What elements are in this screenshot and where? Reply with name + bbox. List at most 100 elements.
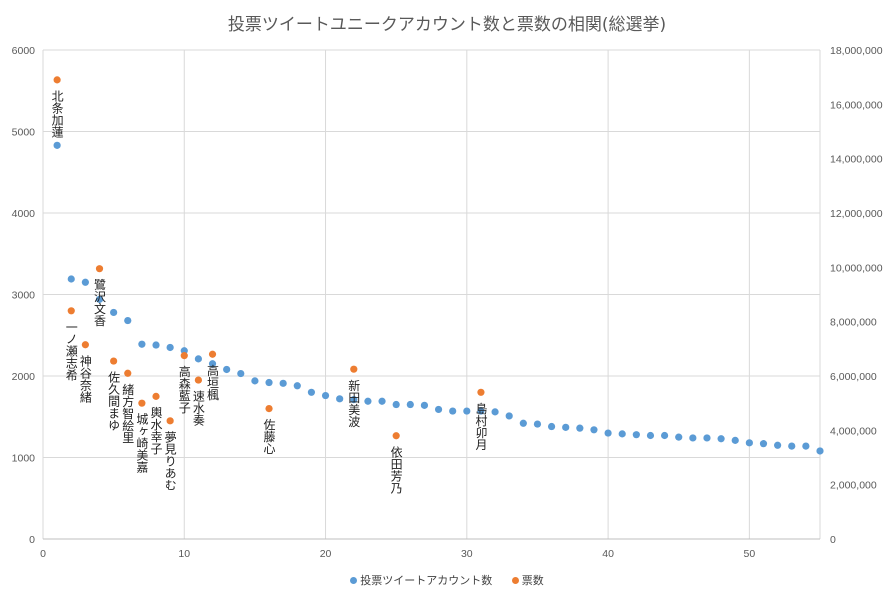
data-label: 依田芳乃 — [389, 444, 403, 494]
account-count-point — [434, 405, 443, 414]
account-count-point — [53, 141, 61, 149]
account-count-point — [449, 407, 457, 415]
account-count-point — [293, 382, 301, 390]
account-count-point — [350, 396, 358, 404]
account-count-point — [788, 442, 796, 450]
legend-item-accounts: 投票ツイートアカウント数 — [350, 572, 492, 588]
tick-labels: 0 1000 2000 3000 4000 5000 6000 0 2,000,000 4,000… — [12, 45, 883, 560]
account-count-point — [689, 434, 697, 442]
x-tick-label: 20 — [320, 548, 332, 560]
y-right-tick-label: 12,000,000 — [830, 208, 883, 220]
data-points — [53, 76, 824, 455]
data-label: 佐藤心 — [262, 418, 276, 454]
account-count-point — [251, 377, 259, 385]
y-right-tick-label: 16,000,000 — [830, 99, 883, 111]
vote-count-point — [208, 350, 217, 358]
vote-count-point — [124, 369, 132, 377]
data-label: 佐久間まゆ — [107, 371, 121, 431]
account-count-point — [661, 431, 669, 440]
y-right-tick-label: 18,000,000 — [830, 45, 883, 57]
account-count-point — [576, 424, 584, 432]
data-label: 高垣楓 — [206, 363, 220, 401]
account-count-point — [675, 433, 683, 441]
data-label: 神谷奈緒 — [78, 354, 92, 402]
vote-count-point — [180, 352, 188, 360]
legend-marker-votes — [511, 576, 519, 584]
account-count-point — [477, 407, 485, 415]
account-count-point — [81, 278, 89, 286]
account-count-point — [590, 426, 598, 434]
account-count-point — [547, 422, 556, 431]
account-count-point — [392, 400, 400, 409]
account-count-point — [124, 316, 132, 325]
data-label: 島村卯月 — [474, 401, 488, 451]
legend: 投票ツイートアカウント数 票数 — [0, 572, 894, 588]
vote-count-point — [110, 357, 118, 365]
y-left-tick-label: 1000 — [12, 453, 36, 465]
y-right-tick-label: 4,000,000 — [830, 425, 877, 437]
account-count-point — [194, 355, 202, 363]
chart-title: 投票ツイートユニークアカウント数と票数の相関(総選挙) — [227, 15, 667, 35]
account-count-point — [336, 395, 344, 403]
account-count-point — [138, 340, 146, 348]
legend-label-accounts: 投票ツイートアカウント数 — [360, 574, 493, 587]
account-count-point — [166, 343, 174, 352]
y-left-tick-label: 3000 — [12, 290, 36, 302]
account-count-point — [604, 429, 612, 437]
data-label: 緒方智絵里 — [121, 382, 135, 443]
vote-count-point — [152, 392, 160, 400]
y-right-tick-label: 6,000,000 — [830, 371, 877, 383]
x-tick-label: 30 — [461, 548, 473, 560]
vote-count-point — [392, 432, 400, 440]
account-count-point — [223, 365, 231, 374]
x-tick-label: 50 — [744, 548, 756, 560]
account-count-point — [745, 439, 753, 447]
y-right-tick-label: 2,000,000 — [830, 480, 877, 492]
y-right-tick-label: 8,000,000 — [830, 317, 877, 329]
x-tick-label: 0 — [40, 548, 46, 560]
legend-marker-accounts — [350, 576, 358, 584]
y-left-tick-label: 6000 — [12, 45, 36, 57]
account-count-point — [463, 407, 471, 415]
account-count-point — [759, 440, 768, 448]
data-label: 輿水幸子 — [149, 406, 163, 454]
account-count-point — [152, 341, 160, 349]
account-count-point — [562, 423, 570, 431]
y-right-tick-label: 10,000,000 — [830, 262, 883, 274]
y-left-tick-label: 5000 — [12, 127, 36, 139]
account-count-point — [406, 400, 414, 409]
account-count-point — [67, 275, 75, 283]
y-right-tick-label: 14,000,000 — [830, 154, 883, 166]
x-tick-label: 10 — [178, 548, 190, 560]
data-label: 北条加蓮 — [50, 89, 64, 137]
data-label: 高森藍子 — [177, 364, 191, 413]
account-count-point — [533, 420, 542, 428]
data-label: 新田美波 — [347, 378, 361, 428]
account-count-point — [265, 378, 273, 387]
account-count-point — [307, 388, 316, 396]
axes — [43, 50, 821, 540]
account-count-point — [95, 295, 104, 303]
account-count-point — [110, 308, 118, 317]
account-count-point — [519, 419, 527, 427]
vote-count-point — [265, 405, 273, 413]
account-count-point — [774, 441, 782, 449]
vote-count-point — [194, 376, 202, 384]
account-count-point — [378, 397, 386, 405]
vote-count-point — [53, 76, 61, 84]
y-left-tick-label: 4000 — [12, 208, 36, 220]
legend-item-votes: 票数 — [511, 572, 544, 588]
account-count-point — [802, 442, 810, 450]
data-label: 一ノ瀬志希 — [64, 321, 78, 381]
account-count-point — [237, 369, 245, 378]
y-left-tick-label: 2000 — [12, 371, 36, 383]
x-tick-label: 40 — [602, 548, 614, 560]
vote-count-point — [350, 365, 358, 373]
account-count-point — [731, 436, 739, 444]
account-count-point — [364, 397, 372, 405]
data-label: 鷺沢文香 — [93, 277, 107, 327]
vote-count-point — [67, 307, 75, 315]
account-count-point — [208, 360, 217, 368]
